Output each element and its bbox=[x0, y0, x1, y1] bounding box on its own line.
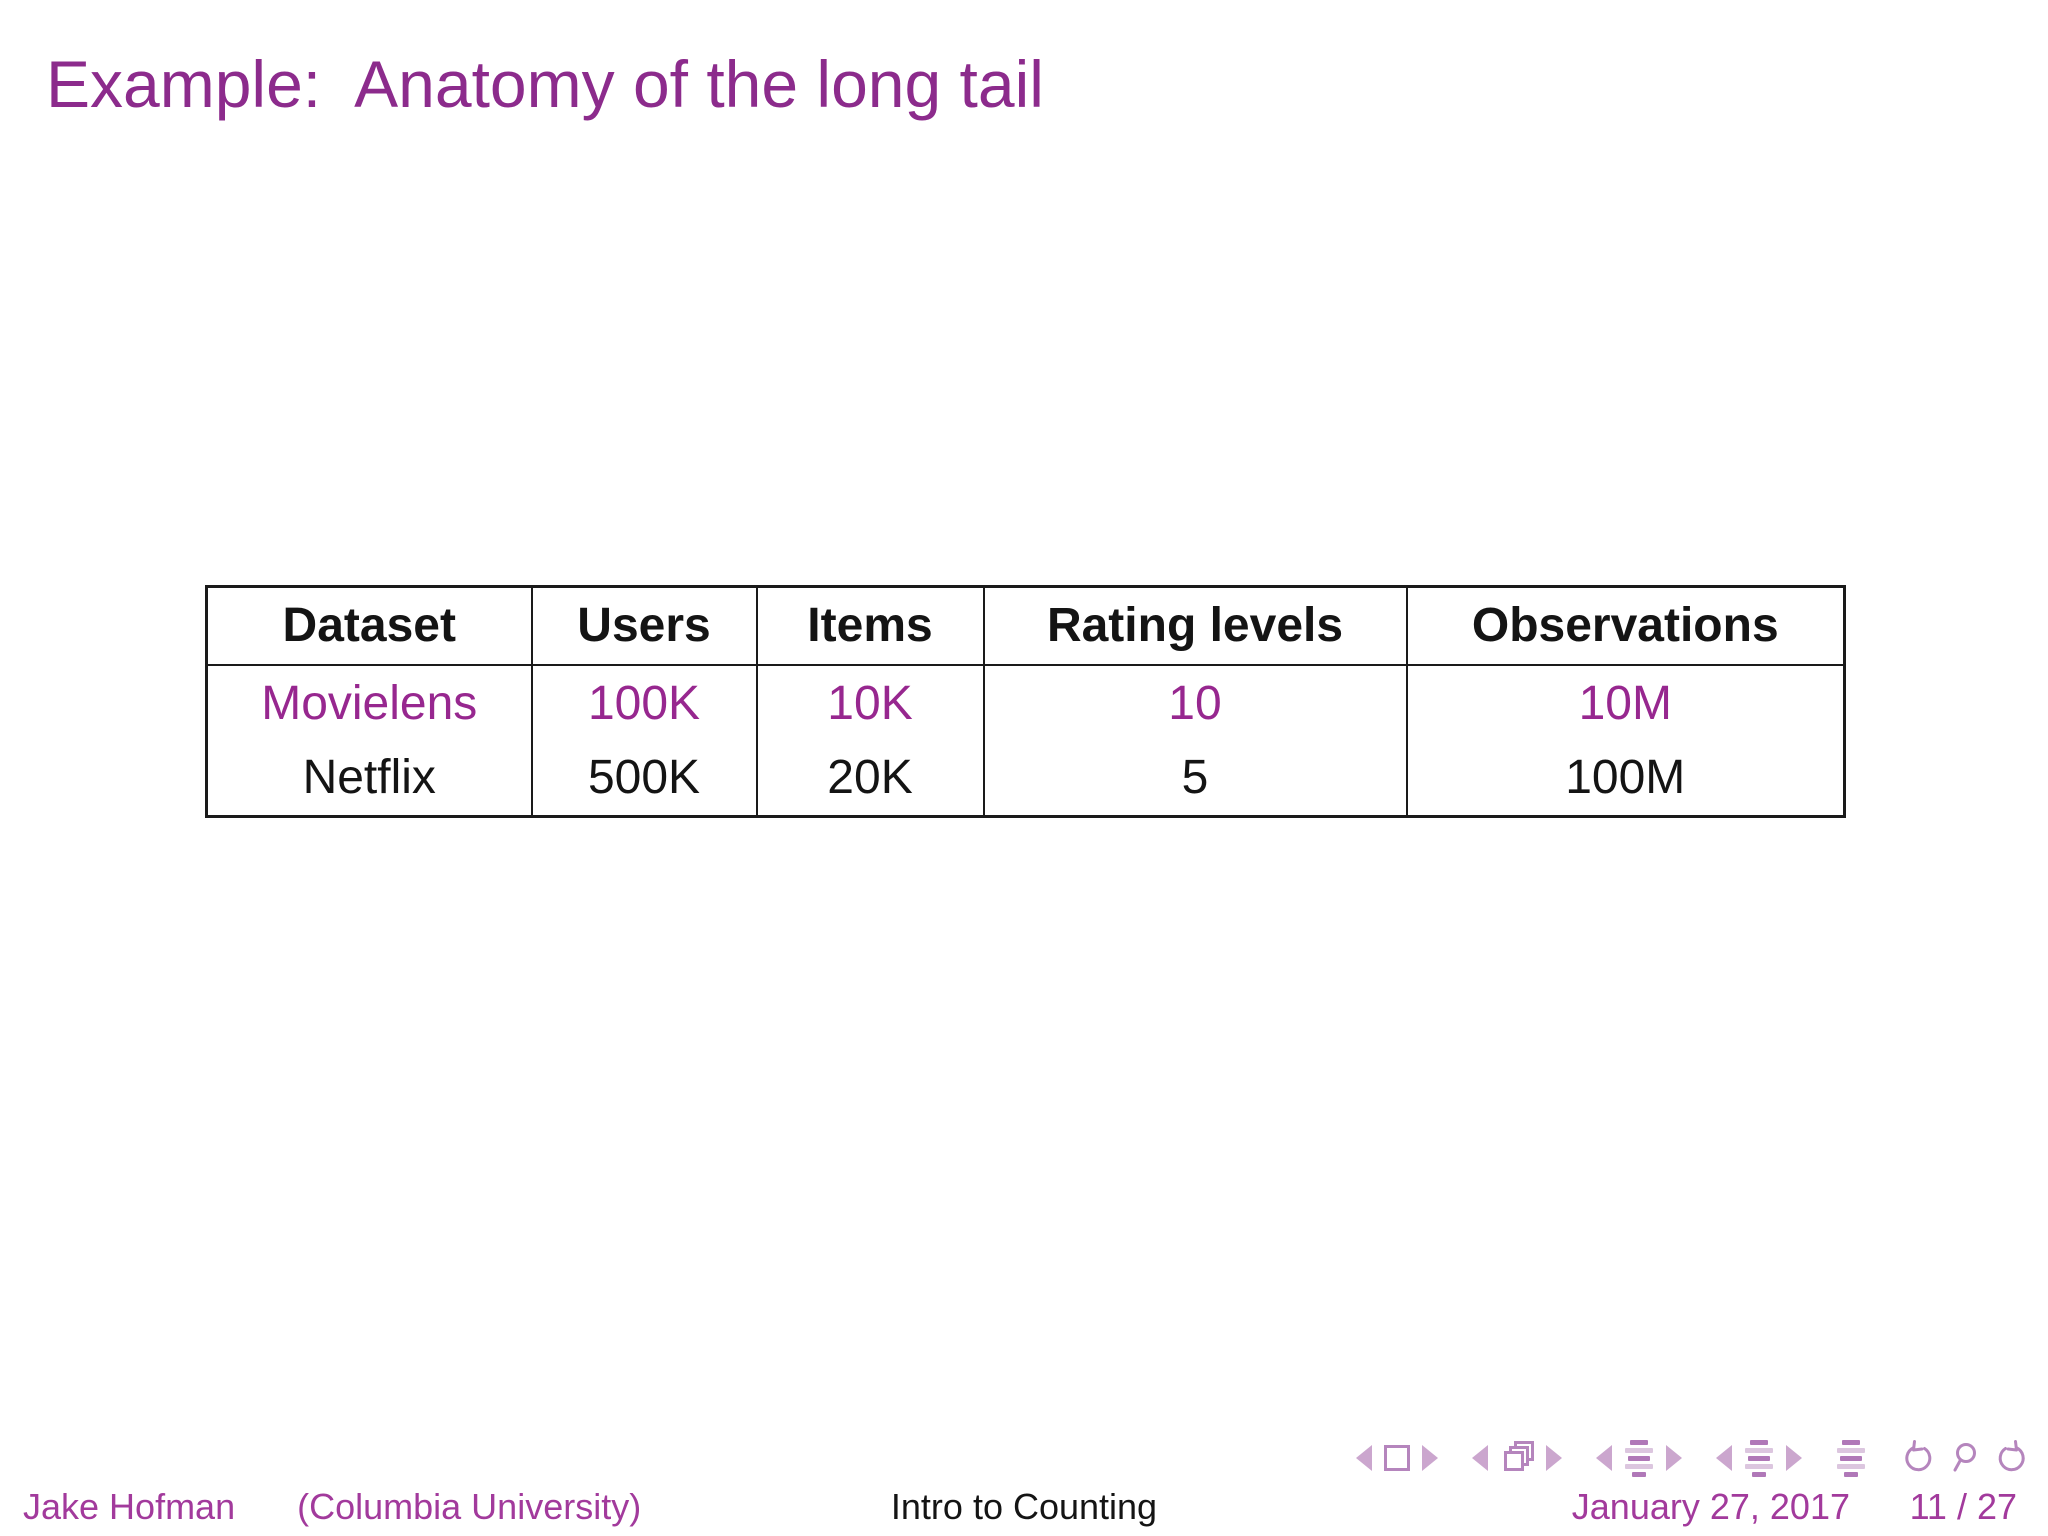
table-cell: 10 bbox=[982, 664, 1408, 741]
beamer-nav-bar bbox=[1356, 1436, 2030, 1480]
section-nav-group bbox=[1716, 1439, 1802, 1477]
table-cell: 10M bbox=[1405, 664, 1846, 741]
table-row-movielens: Movielens 100K 10K 10 10M bbox=[205, 664, 1846, 741]
table-cell: 10K bbox=[755, 664, 985, 741]
header-row: Dataset Users Items Rating levels Observ… bbox=[205, 586, 1846, 666]
prev-frame-icon[interactable] bbox=[1472, 1445, 1488, 1471]
table-cell: Movielens bbox=[205, 664, 533, 741]
col-header-observations: Observations bbox=[1405, 586, 1846, 666]
table-cell: 100K bbox=[530, 664, 758, 741]
frames-stack-icon[interactable] bbox=[1500, 1441, 1534, 1475]
appendix-list-icon[interactable] bbox=[1836, 1439, 1866, 1477]
table-row-netflix: Netflix 500K 20K 5 100M bbox=[205, 740, 1846, 817]
frame-nav-group bbox=[1472, 1441, 1562, 1475]
slide-title: Example: Anatomy of the long tail bbox=[46, 47, 1044, 121]
footline: Jake Hofman (Columbia University) Intro … bbox=[0, 1484, 2048, 1530]
table-cell: 20K bbox=[755, 740, 985, 817]
slide-frame-icon[interactable] bbox=[1384, 1445, 1410, 1471]
col-header-dataset: Dataset bbox=[205, 586, 533, 666]
search-icon[interactable] bbox=[1948, 1440, 1982, 1476]
next-slide-icon[interactable] bbox=[1422, 1445, 1438, 1471]
appendix-nav-group bbox=[1836, 1439, 1866, 1477]
forward-icon[interactable] bbox=[1994, 1440, 2030, 1476]
next-frame-icon[interactable] bbox=[1546, 1445, 1562, 1471]
datasets-table: Dataset Users Items Rating levels Observ… bbox=[205, 585, 1846, 818]
prev-section-icon[interactable] bbox=[1716, 1445, 1732, 1471]
table-cell: 5 bbox=[982, 740, 1408, 817]
history-nav-group bbox=[1900, 1440, 2030, 1476]
footer-date: January 27, 2017 bbox=[1571, 1486, 1850, 1527]
slide-nav-group bbox=[1356, 1445, 1438, 1471]
next-section-icon[interactable] bbox=[1786, 1445, 1802, 1471]
table-cell: 500K bbox=[530, 740, 758, 817]
footer-page-number: 11 / 27 bbox=[1909, 1486, 2017, 1527]
next-subsection-icon[interactable] bbox=[1666, 1445, 1682, 1471]
col-header-rating-levels: Rating levels bbox=[982, 586, 1408, 666]
table-cell: Netflix bbox=[205, 740, 533, 817]
footer-author: Jake Hofman bbox=[23, 1486, 236, 1527]
prev-subsection-icon[interactable] bbox=[1596, 1445, 1612, 1471]
col-header-items: Items bbox=[755, 586, 985, 666]
col-header-users: Users bbox=[530, 586, 758, 666]
section-list-icon[interactable] bbox=[1744, 1439, 1774, 1477]
back-icon[interactable] bbox=[1900, 1440, 1936, 1476]
table-header: Dataset Users Items Rating levels Observ… bbox=[205, 586, 1846, 666]
subsection-nav-group bbox=[1596, 1439, 1682, 1477]
footer-author-group: Jake Hofman (Columbia University) bbox=[23, 1484, 641, 1530]
footer-talk-title: Intro to Counting bbox=[890, 1486, 1158, 1527]
footer-affiliation: (Columbia University) bbox=[297, 1486, 642, 1527]
prev-slide-icon[interactable] bbox=[1356, 1445, 1372, 1471]
table-cell: 100M bbox=[1405, 740, 1846, 817]
subsection-list-icon[interactable] bbox=[1624, 1439, 1654, 1477]
